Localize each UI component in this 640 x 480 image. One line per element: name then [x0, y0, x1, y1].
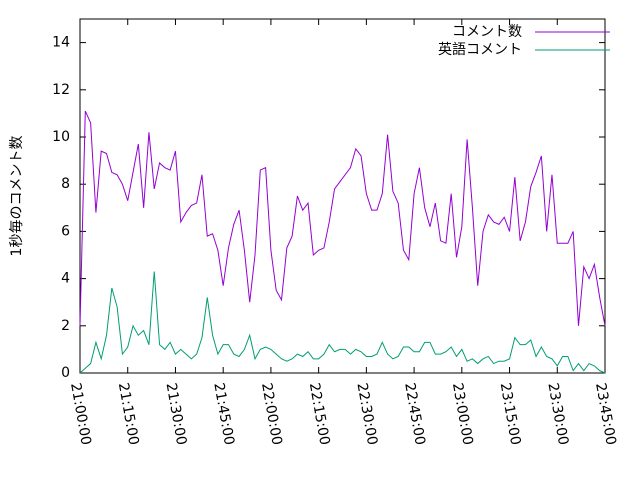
line-series	[79, 271, 606, 374]
x-tick-label: 22:30:00	[353, 382, 380, 447]
y-tick-label: 2	[61, 318, 70, 334]
y-tick-label: 14	[52, 35, 70, 51]
y-tick-label: 8	[61, 176, 70, 192]
x-tick-label: 21:00:00	[67, 382, 94, 447]
x-tick-label: 22:45:00	[401, 382, 428, 447]
x-tick-label: 23:00:00	[449, 382, 476, 447]
plot-frame	[79, 18, 606, 374]
y-tick-label: 10	[52, 129, 70, 145]
x-tick-label: 22:00:00	[258, 382, 285, 447]
x-tick-label: 22:15:00	[306, 382, 333, 447]
legend-label: 英語コメント	[438, 41, 522, 58]
x-tick-label: 21:30:00	[163, 382, 190, 447]
x-tick-label: 23:15:00	[497, 382, 524, 447]
line-series	[79, 110, 606, 326]
x-tick-label: 23:30:00	[544, 382, 571, 447]
x-tick-label: 21:15:00	[115, 382, 142, 447]
y-tick-label: 4	[61, 271, 70, 287]
x-tick-label: 21:45:00	[210, 382, 237, 447]
legend-label: コメント数	[452, 24, 522, 40]
y-tick-label: 12	[52, 82, 70, 98]
y-tick-label: 6	[61, 223, 70, 239]
y-tick-label: 0	[61, 365, 70, 381]
y-axis-label: 1秒毎のコメント数	[9, 136, 25, 257]
x-tick-label: 23:45:00	[592, 382, 619, 447]
